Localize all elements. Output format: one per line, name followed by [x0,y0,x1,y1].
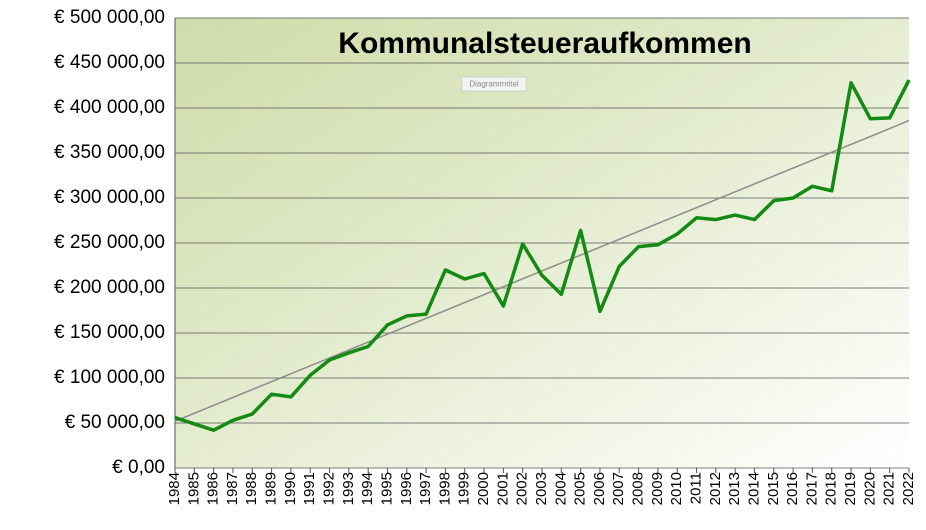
y-tick-label: € 450 000,00 [54,52,165,73]
x-tick-label: 1998 [436,472,453,505]
x-tick-label: 2008 [630,472,647,505]
x-tick-label: 1985 [185,472,202,505]
x-tick-label: 2021 [881,472,898,505]
x-tick-label: 2012 [707,472,724,505]
x-tick-label: 1990 [282,472,299,505]
y-tick-label: € 300 000,00 [54,187,165,208]
y-tick-label: € 200 000,00 [54,277,165,298]
x-tick-label: 1992 [320,472,337,505]
y-tick-label: € 350 000,00 [54,142,165,163]
x-tick-label: 1991 [301,472,318,505]
x-tick-label: 2017 [803,472,820,505]
x-tick-label: 2001 [494,472,511,505]
y-tick-label: € 100 000,00 [54,367,165,388]
x-tick-label: 1996 [398,472,415,505]
x-tick-label: 1997 [417,472,434,505]
x-tick-label: 1993 [340,472,357,505]
x-tick-label: 2010 [668,472,685,505]
x-tick-label: 2015 [765,472,782,505]
x-tick-label: 2014 [745,472,762,505]
x-tick-label: 1986 [205,472,222,505]
x-tick-label: 1994 [359,472,376,505]
x-tick-label: 2016 [784,472,801,505]
x-tick-label: 1988 [243,472,260,505]
x-tick-label: 2005 [572,472,589,505]
x-tick-label: 2007 [610,472,627,505]
chart-title: Kommunalsteueraufkommen [338,27,751,60]
x-tick-label: 2000 [475,472,492,505]
line-series [174,79,911,432]
x-tick-label: 2009 [649,472,666,505]
x-tick-label: 1999 [456,472,473,505]
x-tick-label: 2018 [823,472,840,505]
annotation-box [461,76,527,92]
y-tick-label: € 250 000,00 [54,232,165,253]
trendline [174,119,910,422]
annotation: Diagrammtitel [469,80,519,89]
x-tick-label: 2006 [591,472,608,505]
y-tick-label: € 50 000,00 [65,412,165,433]
y-tick-label: € 400 000,00 [54,97,165,118]
x-tick-label: 1995 [378,472,395,505]
x-tick-label: 2011 [687,472,704,504]
y-tick-label: € 150 000,00 [54,322,165,343]
x-tick-label: 2004 [552,472,569,505]
x-tick-label: 1984 [166,472,183,505]
x-tick-label: 2013 [726,472,743,505]
y-tick-label: € 0,00 [112,457,165,478]
x-tick-label: 1989 [263,472,280,505]
x-tick-label: 2003 [533,472,550,505]
x-tick-label: 2022 [900,472,917,505]
x-tick-label: 2019 [842,472,859,505]
x-tick-label: 2002 [514,472,531,505]
x-tick-label: 2020 [861,472,878,505]
x-tick-label: 1987 [224,472,241,505]
y-tick-label: € 500 000,00 [54,7,165,28]
